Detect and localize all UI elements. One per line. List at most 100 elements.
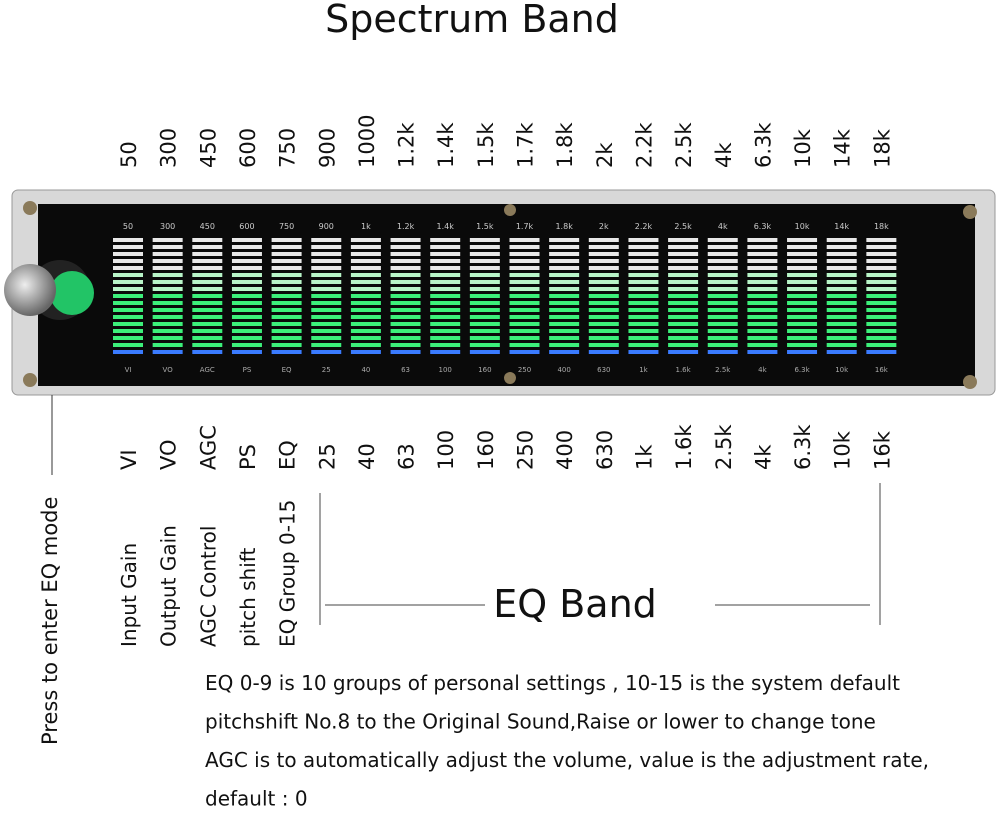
led-segment (390, 294, 421, 298)
led-segment (707, 273, 738, 277)
led-segment (668, 329, 699, 333)
led-segment (588, 238, 619, 242)
led-segment (707, 343, 738, 347)
device-bottom-label: 4k (758, 366, 767, 374)
device-bottom-label: 1k (639, 366, 648, 374)
led-segment (866, 336, 897, 340)
spectrum-label: 2.2k (632, 122, 656, 168)
band-label: 250 (514, 430, 538, 470)
led-segment (350, 259, 381, 263)
led-segment (509, 259, 540, 263)
screw (504, 204, 516, 216)
led-segment (271, 245, 302, 249)
led-segment (192, 280, 223, 284)
led-segment (231, 287, 262, 291)
led-segment (469, 294, 500, 298)
band-label: 2.5k (712, 424, 736, 470)
led-segment (628, 350, 659, 354)
led-segment (866, 266, 897, 270)
device-bottom-label: 25 (322, 366, 331, 374)
led-segment (192, 343, 223, 347)
led-segment (549, 245, 580, 249)
led-segment (707, 322, 738, 326)
led-segment (747, 266, 778, 270)
led-segment (430, 259, 461, 263)
led-segment (588, 266, 619, 270)
device-top-label: 750 (279, 222, 294, 231)
led-segment (192, 301, 223, 305)
led-segment (826, 315, 857, 319)
led-segment (390, 273, 421, 277)
device-top-label: 10k (795, 222, 810, 231)
led-segment (430, 287, 461, 291)
led-segment (668, 266, 699, 270)
led-segment (350, 322, 381, 326)
led-segment (350, 301, 381, 305)
led-segment (549, 336, 580, 340)
led-segment (628, 336, 659, 340)
led-segment (469, 252, 500, 256)
led-segment (509, 245, 540, 249)
led-segment (152, 259, 183, 263)
device-bottom-label: 400 (557, 366, 570, 374)
led-segment (231, 266, 262, 270)
led-segment (113, 266, 143, 270)
led-segment (113, 308, 143, 312)
spectrum-label: 1.8k (553, 122, 577, 168)
led-segment (866, 315, 897, 319)
led-segment (628, 266, 659, 270)
led-segment (113, 259, 143, 263)
led-segment (628, 245, 659, 249)
led-segment (509, 322, 540, 326)
knob[interactable] (4, 264, 56, 316)
led-segment (588, 315, 619, 319)
led-segment (113, 280, 143, 284)
led-segment (588, 273, 619, 277)
spectrum-label: 1000 (355, 115, 379, 168)
led-segment (469, 322, 500, 326)
led-segment (509, 287, 540, 291)
led-segment (271, 273, 302, 277)
device-top-label: 1.8k (555, 222, 573, 231)
led-segment (469, 308, 500, 312)
led-segment (668, 294, 699, 298)
led-segment (113, 245, 143, 249)
led-segment (311, 343, 342, 347)
led-segment (628, 259, 659, 263)
band-label: 160 (474, 430, 498, 470)
led-segment (747, 329, 778, 333)
led-segment (509, 238, 540, 242)
led-segment (826, 343, 857, 347)
led-segment (271, 301, 302, 305)
led-segment (469, 301, 500, 305)
led-segment (549, 287, 580, 291)
device-bottom-label: 6.3k (794, 366, 810, 374)
led-segment (747, 350, 778, 354)
led-segment (113, 252, 143, 256)
led-segment (588, 336, 619, 340)
led-segment (390, 266, 421, 270)
led-segment (113, 343, 143, 347)
led-segment (311, 294, 342, 298)
led-segment (390, 287, 421, 291)
led-segment (231, 343, 262, 347)
eq-band-label: EQ Band (493, 582, 657, 626)
led-segment (192, 287, 223, 291)
led-segment (707, 301, 738, 305)
led-segment (628, 308, 659, 312)
led-segment (311, 287, 342, 291)
led-segment (311, 315, 342, 319)
led-segment (628, 329, 659, 333)
device-bottom-label: 16k (875, 366, 889, 374)
spectrum-label: 2k (593, 142, 617, 168)
led-segment (469, 280, 500, 284)
led-segment (350, 336, 381, 340)
band-label: VO (157, 439, 181, 470)
led-segment (192, 329, 223, 333)
device-bottom-label: 63 (401, 366, 410, 374)
device-bottom-label: 630 (597, 366, 610, 374)
led-segment (192, 266, 223, 270)
led-segment (866, 280, 897, 284)
led-segment (350, 315, 381, 319)
